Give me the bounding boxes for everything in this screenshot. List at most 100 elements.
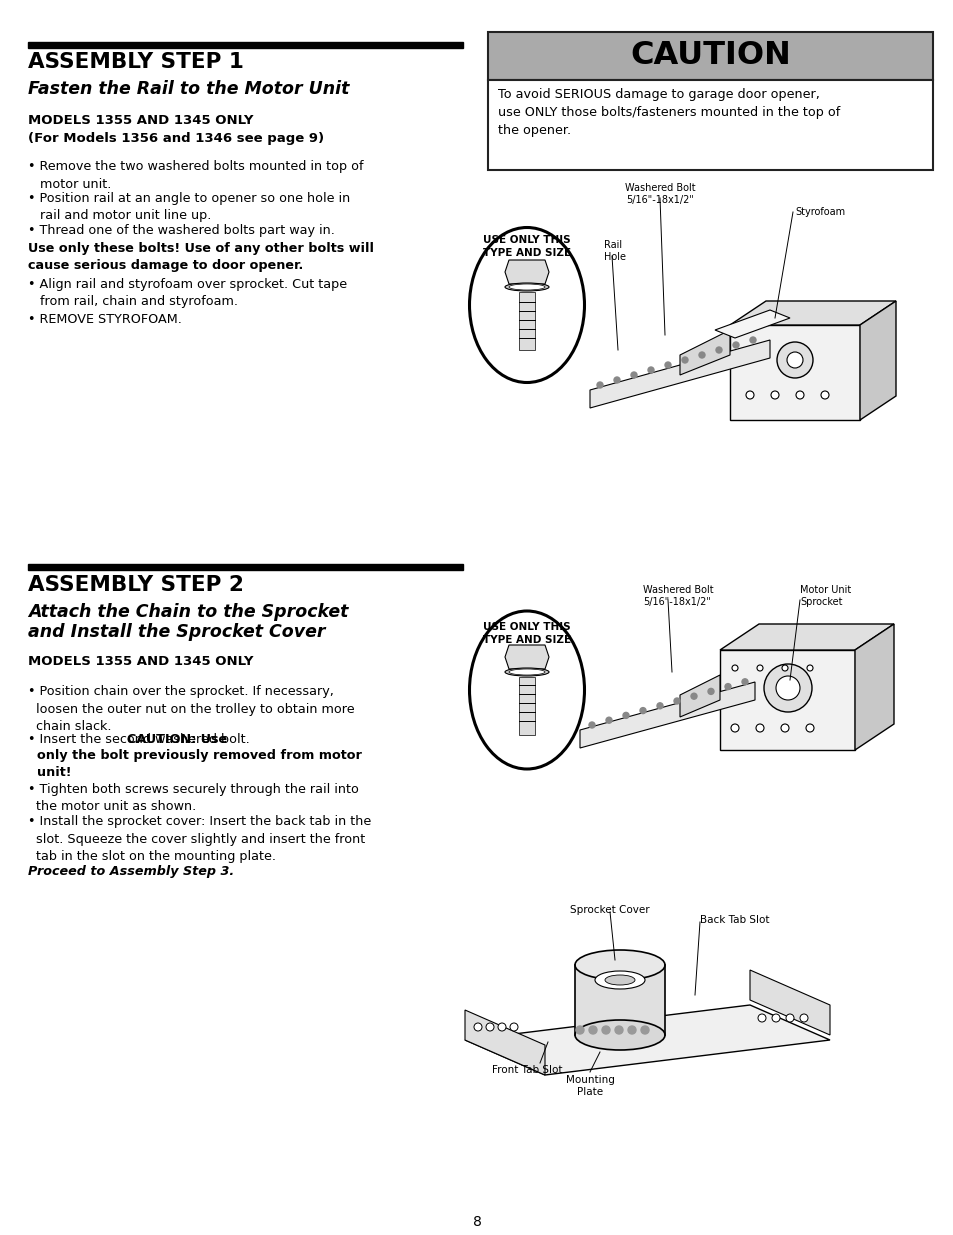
Circle shape: [758, 1014, 765, 1023]
Bar: [488, 80, 932, 170]
Bar: [575, 965, 664, 1035]
Text: Proceed to Assembly Step 3.: Proceed to Assembly Step 3.: [28, 864, 234, 878]
Circle shape: [673, 698, 679, 704]
Circle shape: [474, 1023, 481, 1031]
Polygon shape: [729, 301, 895, 325]
Text: Washered Bolt
5/16"-18x1/2": Washered Bolt 5/16"-18x1/2": [624, 183, 695, 205]
Circle shape: [805, 724, 813, 732]
Circle shape: [806, 664, 812, 671]
Text: • Position rail at an angle to opener so one hole in
   rail and motor unit line: • Position rail at an angle to opener so…: [28, 191, 350, 222]
Circle shape: [664, 362, 670, 368]
Text: • REMOVE STYROFOAM.: • REMOVE STYROFOAM.: [28, 312, 182, 326]
Text: Fasten the Rail to the Motor Unit: Fasten the Rail to the Motor Unit: [28, 80, 349, 98]
Ellipse shape: [595, 971, 644, 989]
Text: (For Models 1356 and 1346 see page 9): (For Models 1356 and 1346 see page 9): [28, 132, 324, 144]
Text: Attach the Chain to the Sprocket: Attach the Chain to the Sprocket: [28, 603, 348, 621]
Ellipse shape: [509, 284, 544, 290]
Circle shape: [775, 676, 800, 700]
Text: MODELS 1355 AND 1345 ONLY: MODELS 1355 AND 1345 ONLY: [28, 114, 253, 127]
Circle shape: [597, 382, 602, 388]
Bar: [28, 42, 462, 48]
Text: Use only these bolts! Use of any other bolts will
cause serious damage to door o: Use only these bolts! Use of any other b…: [28, 242, 374, 273]
Polygon shape: [504, 645, 548, 669]
Circle shape: [576, 1026, 583, 1034]
Text: USE ONLY THIS
TYPE AND SIZE
BOLT: USE ONLY THIS TYPE AND SIZE BOLT: [482, 622, 571, 658]
Circle shape: [657, 703, 662, 709]
Circle shape: [757, 664, 762, 671]
Text: ASSEMBLY STEP 1: ASSEMBLY STEP 1: [28, 52, 244, 72]
Text: Sprocket Cover: Sprocket Cover: [570, 905, 649, 915]
Circle shape: [821, 391, 828, 399]
Circle shape: [741, 679, 747, 684]
Text: Washered Bolt
5/16"-18x1/2": Washered Bolt 5/16"-18x1/2": [642, 585, 713, 608]
Circle shape: [755, 724, 763, 732]
Circle shape: [588, 1026, 597, 1034]
Text: only the bolt previously removed from motor
  unit!: only the bolt previously removed from mo…: [28, 748, 361, 779]
Circle shape: [681, 357, 687, 363]
Text: Motor Unit
Sprocket: Motor Unit Sprocket: [800, 585, 850, 608]
Circle shape: [639, 708, 645, 714]
Text: • Align rail and styrofoam over sprocket. Cut tape
   from rail, chain and styro: • Align rail and styrofoam over sprocket…: [28, 278, 347, 309]
Circle shape: [786, 352, 802, 368]
Circle shape: [630, 372, 637, 378]
Circle shape: [497, 1023, 505, 1031]
Circle shape: [485, 1023, 494, 1031]
Circle shape: [781, 724, 788, 732]
Circle shape: [588, 722, 595, 727]
Circle shape: [622, 713, 628, 719]
Circle shape: [699, 352, 704, 358]
Text: CAUTION: CAUTION: [629, 41, 790, 72]
Text: Back Tab Slot: Back Tab Slot: [700, 915, 769, 925]
Bar: [518, 291, 535, 350]
Text: • Tighten both screws securely through the rail into
  the motor unit as shown.: • Tighten both screws securely through t…: [28, 783, 358, 814]
Ellipse shape: [575, 1020, 664, 1050]
Circle shape: [640, 1026, 648, 1034]
Ellipse shape: [509, 669, 544, 676]
Text: • Remove the two washered bolts mounted in top of
   motor unit.: • Remove the two washered bolts mounted …: [28, 161, 363, 190]
Circle shape: [732, 342, 739, 348]
Text: • Insert the second washered bolt.: • Insert the second washered bolt.: [28, 734, 253, 746]
Polygon shape: [854, 624, 893, 750]
Polygon shape: [589, 340, 769, 408]
Text: Mounting
Plate: Mounting Plate: [565, 1074, 614, 1098]
Circle shape: [730, 724, 739, 732]
Polygon shape: [714, 310, 789, 338]
Circle shape: [785, 1014, 793, 1023]
Ellipse shape: [604, 974, 635, 986]
Ellipse shape: [575, 950, 664, 981]
Text: Styrofoam: Styrofoam: [794, 207, 844, 217]
Circle shape: [800, 1014, 807, 1023]
Polygon shape: [859, 301, 895, 420]
Text: • Install the sprocket cover: Insert the back tab in the
  slot. Squeeze the cov: • Install the sprocket cover: Insert the…: [28, 815, 371, 863]
Circle shape: [605, 718, 612, 724]
Text: USE ONLY THIS
TYPE AND SIZE
BOLT: USE ONLY THIS TYPE AND SIZE BOLT: [482, 235, 571, 272]
Polygon shape: [504, 261, 548, 284]
Circle shape: [745, 391, 753, 399]
Circle shape: [770, 391, 779, 399]
Text: 8: 8: [472, 1215, 481, 1229]
Text: MODELS 1355 AND 1345 ONLY: MODELS 1355 AND 1345 ONLY: [28, 655, 253, 668]
Polygon shape: [464, 1005, 829, 1074]
Circle shape: [724, 684, 730, 689]
Circle shape: [690, 693, 697, 699]
Polygon shape: [679, 330, 729, 375]
Circle shape: [795, 391, 803, 399]
Bar: [488, 32, 932, 80]
Text: ASSEMBLY STEP 2: ASSEMBLY STEP 2: [28, 576, 244, 595]
Text: Rail
Hole: Rail Hole: [603, 240, 625, 262]
Circle shape: [781, 664, 787, 671]
Circle shape: [615, 1026, 622, 1034]
Text: and Install the Sprocket Cover: and Install the Sprocket Cover: [28, 622, 325, 641]
Text: • Thread one of the washered bolts part way in.: • Thread one of the washered bolts part …: [28, 224, 335, 237]
Bar: [28, 564, 462, 571]
Ellipse shape: [469, 227, 584, 383]
Circle shape: [731, 664, 738, 671]
Polygon shape: [579, 682, 754, 748]
Circle shape: [647, 367, 654, 373]
Polygon shape: [679, 676, 720, 718]
Circle shape: [707, 688, 713, 694]
Text: CAUTION: Use: CAUTION: Use: [127, 734, 227, 746]
Polygon shape: [464, 1010, 544, 1074]
Text: To avoid SERIOUS damage to garage door opener,
use ONLY those bolts/fasteners mo: To avoid SERIOUS damage to garage door o…: [497, 88, 840, 137]
Ellipse shape: [469, 611, 584, 769]
